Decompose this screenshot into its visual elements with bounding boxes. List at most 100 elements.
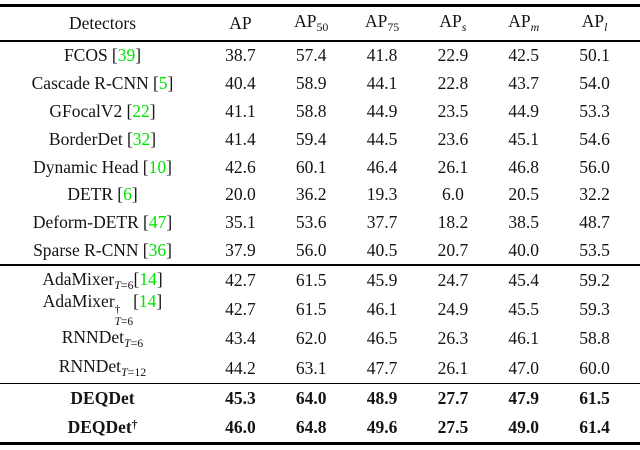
metric-subscript: l — [604, 19, 608, 34]
citation: [32] — [127, 129, 156, 149]
header-cell-metric: APs — [417, 11, 488, 35]
citation-close-bracket: ] — [166, 239, 172, 260]
citation: [36] — [143, 240, 172, 260]
citation-open-bracket: [ — [126, 100, 133, 121]
citation-number: 5 — [158, 73, 168, 94]
detector-name: DEQDet — [67, 417, 132, 438]
detector-name: AdaMixer — [42, 290, 115, 311]
citation-open-bracket: [ — [152, 73, 159, 94]
subscript-variable: T — [120, 365, 128, 380]
dagger-superscript: † — [114, 303, 121, 316]
sup-sub-stack: † T=6 — [114, 303, 133, 329]
table-row: Sparse R-CNN [36] 37.9 56.0 40.5 20.7 40.0 53.5 — [0, 237, 640, 265]
metric-value: 64.8 — [295, 417, 327, 438]
metric-value: 41.8 — [366, 45, 398, 66]
metric-value: 44.9 — [366, 100, 398, 121]
metric-value: 59.2 — [579, 270, 610, 291]
metric-value: 40.4 — [225, 73, 256, 94]
detector-name: FCOS — [63, 45, 108, 66]
table-row: AdaMixer † T=6 [14] 42.7 61.5 46.1 24.9 45.5 59.3 — [0, 291, 640, 328]
metric-value: 42.6 — [225, 156, 256, 177]
metric-value: 56.0 — [295, 239, 327, 260]
metric-base: AP — [294, 11, 317, 32]
table-section: AdaMixerT=6[14] 42.7 61.5 45.9 24.7 45.4 59.2 A… — [0, 266, 640, 383]
metric-value: 20.5 — [508, 184, 540, 205]
dagger-superscript: † — [131, 419, 138, 432]
table-row: RNNDetT=12 44.2 63.1 47.7 26.1 47.0 60.0 — [0, 354, 640, 383]
citation: [22] — [126, 101, 155, 121]
metric-value: 44.5 — [366, 128, 398, 149]
metric-value: 53.3 — [579, 100, 610, 121]
metric-value: 26.1 — [437, 156, 469, 177]
metric-value: 46.1 — [508, 328, 540, 349]
table-row: Cascade R-CNN [5] 40.4 58.9 44.1 22.8 43.7 54.0 — [0, 70, 640, 98]
header-cell-metric: APm — [488, 11, 559, 35]
metric-value: 19.3 — [366, 184, 398, 205]
metric-value: 23.6 — [437, 128, 469, 149]
metric-base: AP — [364, 11, 388, 32]
metric-value: 60.1 — [295, 156, 327, 177]
metric-value: 46.0 — [225, 417, 256, 438]
header-rule — [0, 39, 640, 42]
metric-value: 46.5 — [366, 328, 398, 349]
metric-value: 41.4 — [225, 128, 256, 149]
metric-value: 38.7 — [225, 45, 256, 66]
header-cell-detectors: Detectors — [68, 12, 137, 33]
citation-number: 47 — [148, 212, 167, 233]
citation-number: 39 — [117, 45, 136, 66]
table-body: FCOS [39] 38.7 57.4 41.8 22.9 42.5 50.1 Cascade … — [0, 42, 640, 442]
table-row: DEQDet 45.3 64.0 48.9 27.7 47.9 61.5 — [0, 384, 640, 413]
table-row: FCOS [39] 38.7 57.4 41.8 22.9 42.5 50.1 — [0, 42, 640, 70]
table-row: BorderDet [32] 41.4 59.4 44.5 23.6 45.1 54.6 — [0, 125, 640, 153]
metric-value: 43.4 — [225, 328, 256, 349]
detector-name-cell: DEQDet — [0, 388, 205, 409]
subscript-value: =6 — [130, 335, 144, 350]
metric-value: 38.5 — [508, 212, 540, 233]
metric-value: 24.7 — [437, 270, 469, 291]
citation-close-bracket: ] — [156, 268, 163, 289]
metric-value: 42.5 — [508, 45, 540, 66]
metric-value: 45.1 — [508, 128, 540, 149]
metric-value: 47.0 — [508, 357, 540, 378]
detector-name: Dynamic Head — [33, 156, 139, 177]
header-cell-metric: APl — [559, 11, 630, 35]
detector-subscript: T=6 — [115, 316, 133, 329]
metric-value: 48.7 — [579, 212, 610, 233]
citation-open-bracket: [ — [142, 212, 149, 233]
citation: [6] — [117, 184, 137, 204]
header-cell-metric: AP50 — [276, 11, 347, 35]
citation: [10] — [143, 157, 172, 177]
subscript-variable: T — [114, 277, 121, 292]
metric-value: 40.0 — [508, 239, 540, 260]
citation-open-bracket: [ — [117, 184, 124, 205]
citation-close-bracket: ] — [166, 212, 173, 233]
metric-value: 60.0 — [579, 357, 610, 378]
citation-open-bracket: [ — [142, 156, 149, 177]
detector-name-cell: BorderDet [32] — [0, 129, 205, 150]
metric-value: 43.7 — [508, 73, 540, 94]
citation-number: 36 — [148, 239, 167, 260]
metric-base: AP — [508, 11, 531, 32]
metric-value: 42.7 — [225, 299, 256, 320]
citation-close-bracket: ] — [166, 156, 172, 177]
table-row: DEQDet† 46.0 64.8 49.6 27.5 49.0 61.4 — [0, 413, 640, 442]
detector-name: DETR — [67, 184, 114, 205]
metric-subscript: s — [461, 19, 467, 34]
subscript-value: =12 — [127, 365, 147, 380]
citation-number: 14 — [138, 290, 157, 311]
metric-value: 22.8 — [437, 73, 469, 94]
detector-name-cell: DETR [6] — [0, 184, 205, 205]
metric-value: 20.7 — [437, 239, 469, 260]
citation-close-bracket: ] — [150, 128, 157, 149]
detector-name-cell: FCOS [39] — [0, 45, 205, 66]
metric-value: 49.6 — [366, 417, 398, 438]
detector-name-cell: RNNDetT=12 — [0, 356, 205, 380]
metric-value: 53.5 — [579, 239, 610, 260]
table-row: RNNDetT=6 43.4 62.0 46.5 26.3 46.1 58.8 — [0, 324, 640, 353]
metric-value: 46.8 — [508, 156, 540, 177]
metric-value: 54.0 — [579, 73, 610, 94]
metric-value: 44.2 — [225, 357, 256, 378]
metric-value: 57.4 — [295, 45, 327, 66]
table-row: AdaMixerT=6[14] 42.7 61.5 45.9 24.7 45.4 59.2 — [0, 266, 640, 295]
metric-value: 58.8 — [295, 100, 327, 121]
